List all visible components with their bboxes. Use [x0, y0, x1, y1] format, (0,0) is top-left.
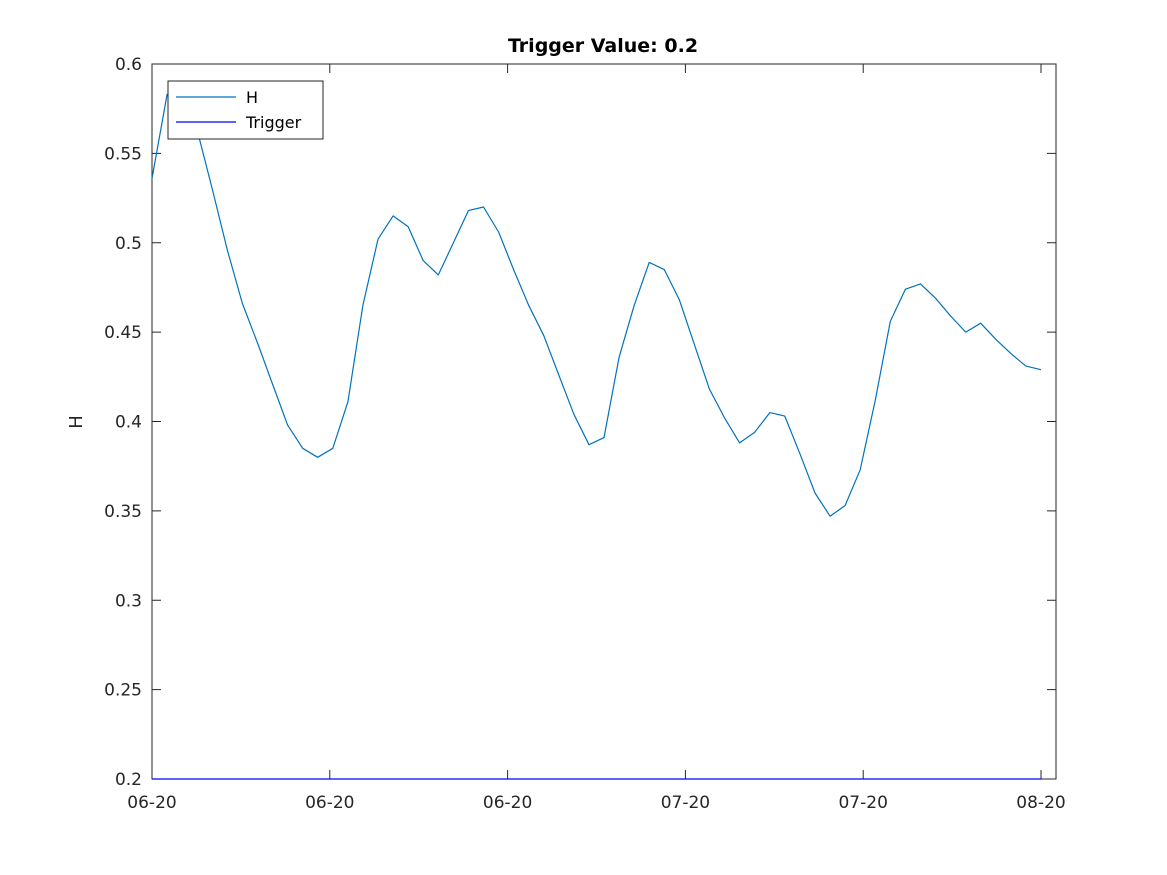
y-tick-label: 0.25 — [104, 681, 142, 701]
legend-box — [167, 80, 324, 140]
y-axis-label: H — [66, 415, 87, 429]
legend-label-h: H — [246, 88, 258, 107]
y-tick-label: 0.35 — [104, 502, 142, 522]
legend: H Trigger — [167, 80, 324, 140]
y-tick-label: 0.2 — [115, 770, 142, 790]
y-axis: 0.2 0.25 0.3 0.35 0.4 0.45 0.5 0.55 0.6 — [104, 55, 1056, 790]
y-tick-label: 0.5 — [115, 234, 142, 254]
x-tick-label: 07-20 — [838, 793, 887, 813]
y-tick-label: 0.45 — [104, 323, 142, 343]
y-tick-label: 0.55 — [104, 144, 142, 164]
x-tick-label: 06-20 — [305, 793, 354, 813]
x-axis: 06-20 06-20 06-20 07-20 07-20 08-20 — [127, 64, 1066, 813]
x-tick-label: 08-20 — [1016, 793, 1065, 813]
y-tick-label: 0.3 — [115, 591, 142, 611]
series-line-h — [151, 93, 1042, 517]
legend-label-trigger: Trigger — [245, 113, 302, 132]
x-tick-label: 06-20 — [127, 793, 176, 813]
y-tick-label: 0.6 — [115, 55, 142, 75]
x-tick-label: 07-20 — [661, 793, 710, 813]
plot-area — [151, 63, 1057, 780]
y-tick-label: 0.4 — [115, 413, 142, 433]
series-layer — [151, 93, 1042, 780]
x-tick-label: 06-20 — [483, 793, 532, 813]
chart-title: Trigger Value: 0.2 — [508, 35, 698, 57]
